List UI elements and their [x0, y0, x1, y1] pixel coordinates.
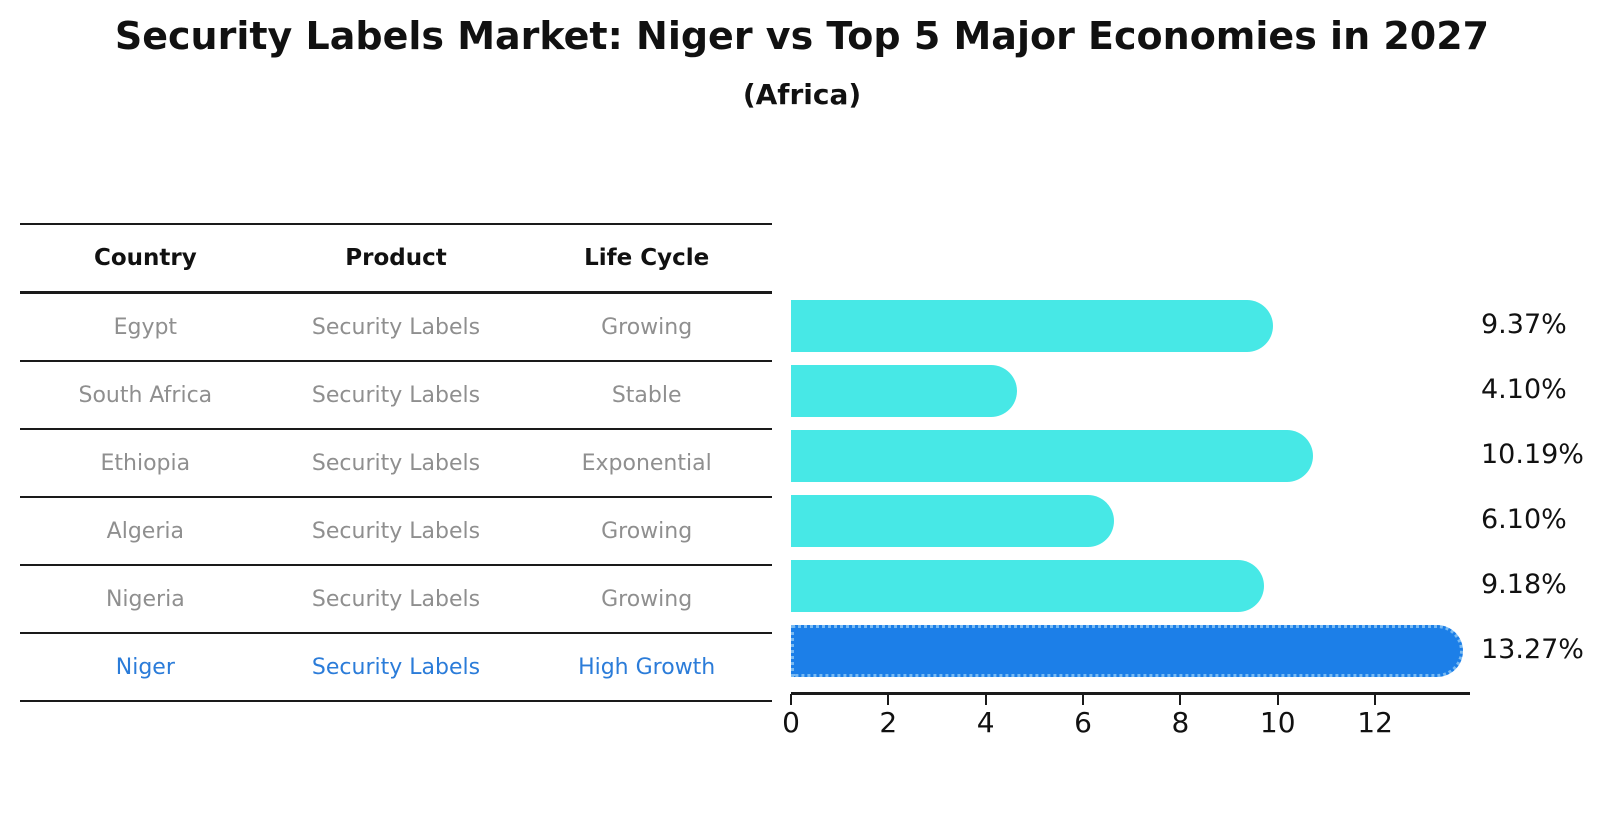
bar-south-africa [791, 365, 1017, 417]
x-axis-tick [887, 694, 890, 705]
bar-nigeria [791, 560, 1264, 612]
column-header: Life Cycle [584, 245, 710, 271]
table-cell-life_cycle: High Growth [578, 654, 716, 680]
chart-subtitle: (Africa) [742, 78, 862, 111]
table-row: Ethiopia Security Labels Exponential [20, 430, 772, 498]
x-axis-tick-label: 6 [1074, 706, 1092, 739]
table-row: Egypt Security Labels Growing [20, 294, 772, 362]
table-cell-country: South Africa [78, 382, 213, 408]
value-label: 9.37% [1481, 309, 1567, 340]
table-row: South Africa Security Labels Stable [20, 362, 772, 430]
x-axis-tick-label: 2 [879, 706, 898, 739]
x-axis-tick-label: 10 [1259, 706, 1296, 739]
table-header-row: Country Product Life Cycle [20, 223, 772, 294]
country-table: Country Product Life Cycle Egypt Security La… [20, 223, 772, 702]
x-axis-tick-label: 0 [782, 706, 800, 739]
table-cell-country: Ethiopia [100, 450, 191, 476]
x-axis-tick-label: 12 [1357, 706, 1393, 739]
bar-ethiopia [791, 430, 1313, 482]
bar-egypt [791, 300, 1274, 352]
x-axis-line [791, 692, 1470, 695]
column-header: Country [93, 245, 197, 271]
value-label: 6.10% [1481, 504, 1567, 535]
column-header: Product [345, 245, 447, 271]
bar-highlight-niger [791, 625, 1463, 677]
value-label: 13.27% [1481, 634, 1584, 665]
value-label: 4.10% [1481, 374, 1567, 405]
table-cell-product: Security Labels [311, 518, 481, 544]
x-axis-tick [984, 694, 987, 705]
bar-algeria [791, 495, 1114, 547]
table-cell-life_cycle: Growing [601, 314, 693, 340]
table-row: Niger Security Labels High Growth [20, 634, 772, 702]
table-cell-life_cycle: Growing [601, 518, 693, 544]
table-cell-country: Egypt [113, 314, 178, 340]
table-cell-product: Security Labels [311, 382, 481, 408]
x-axis-tick [1179, 694, 1182, 705]
value-label: 9.18% [1481, 569, 1567, 600]
x-axis-tick [1276, 694, 1279, 705]
table-cell-life_cycle: Exponential [581, 450, 712, 476]
table-row: Algeria Security Labels Growing [20, 498, 772, 566]
x-axis-tick [1374, 694, 1377, 705]
table-cell-product: Security Labels [311, 314, 481, 340]
table-cell-product: Security Labels [311, 586, 481, 612]
x-axis-tick [1082, 694, 1085, 705]
x-axis-tick-label: 4 [976, 706, 995, 739]
table-cell-country: Niger [115, 654, 175, 680]
table-cell-life_cycle: Stable [611, 382, 682, 408]
table-row: Nigeria Security Labels Growing [20, 566, 772, 634]
chart-title: Security Labels Market: Niger vs Top 5 M… [114, 14, 1490, 58]
table-cell-life_cycle: Growing [601, 586, 693, 612]
table-cell-country: Nigeria [105, 586, 185, 612]
table-cell-product: Security Labels [311, 654, 481, 680]
table-cell-country: Algeria [106, 518, 184, 544]
value-label: 10.19% [1481, 439, 1584, 470]
x-axis-tick [790, 694, 792, 705]
table-cell-product: Security Labels [311, 450, 481, 476]
x-axis-tick-label: 8 [1171, 706, 1190, 739]
